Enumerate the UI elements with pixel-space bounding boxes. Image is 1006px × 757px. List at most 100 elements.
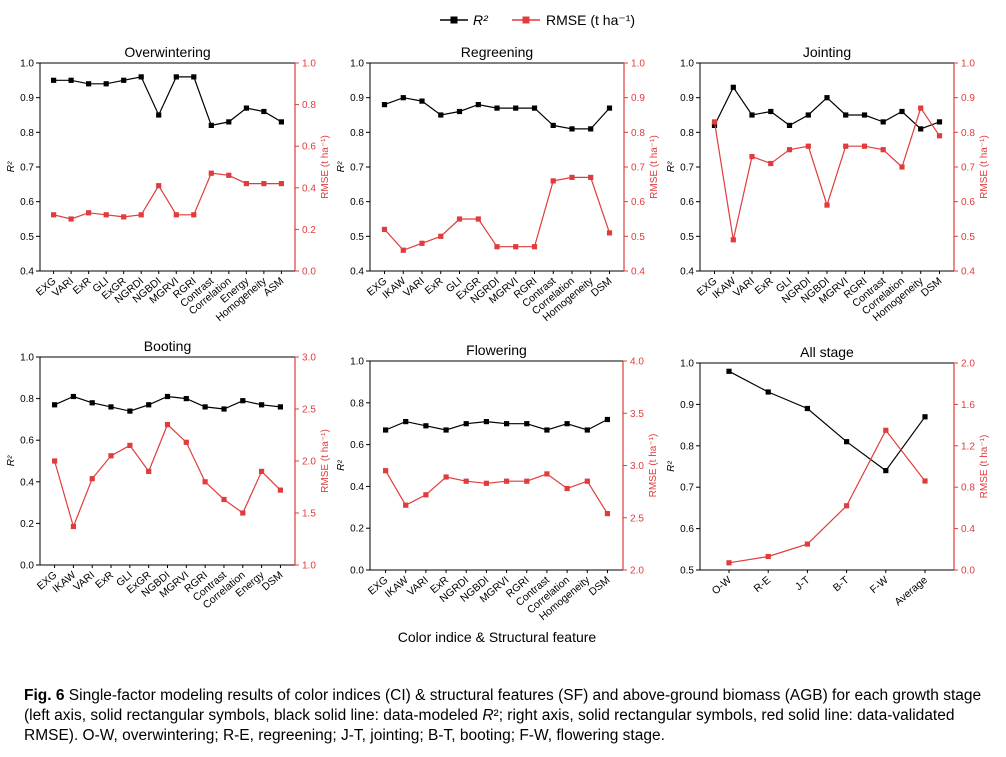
rmse-point [475, 216, 481, 222]
right-tick-label: 2.5 [302, 405, 316, 416]
rmse-series-line [385, 470, 608, 514]
left-tick-label: 0.4 [680, 267, 694, 278]
rmse-point [261, 181, 267, 187]
rmse-point [456, 216, 463, 222]
rmse-point [584, 478, 590, 484]
r2-point [164, 393, 171, 400]
r2-point [564, 421, 570, 427]
rmse-point [108, 453, 114, 459]
legend-rmse-label: RMSE (t ha⁻¹) [546, 12, 635, 28]
r2-point [584, 427, 590, 433]
r2-point [419, 98, 425, 104]
left-tick-label: 0.6 [680, 524, 694, 535]
rmse-point [240, 510, 246, 516]
x-tick-label: DSM [260, 569, 286, 593]
left-tick-label: 0.4 [20, 477, 34, 488]
right-tick-label: 1.5 [302, 509, 316, 520]
rmse-point [419, 240, 425, 246]
right-tick-label: 0.9 [631, 93, 645, 104]
rmse-point [383, 468, 389, 474]
chart-title: Jointing [803, 44, 851, 60]
r2-point [768, 108, 774, 115]
x-tick-label: F-W [868, 574, 891, 596]
rmse-point [463, 478, 469, 484]
left-tick-label: 0.6 [350, 440, 364, 451]
r2-point [463, 421, 469, 427]
r2-point [843, 112, 849, 118]
r2-series-line [384, 97, 610, 130]
right-tick-label: 1.6 [961, 400, 975, 411]
rmse-point [138, 212, 144, 218]
rmse-point [786, 147, 793, 153]
right-tick-label: 0.6 [302, 142, 316, 153]
rmse-point [730, 237, 736, 243]
r2-point [403, 419, 409, 425]
left-tick-label: 0.4 [20, 267, 34, 278]
r2-point [588, 126, 594, 132]
r2-point [899, 108, 905, 115]
rmse-point [86, 210, 92, 216]
x-tick-label: DSM [589, 275, 615, 299]
chart-panel-2: Regreening 0.4 0.5 0.6 0.7 0.8 0.9 1.0 0.4 0.5 0.6… [336, 44, 660, 324]
left-tick-label: 1.0 [680, 59, 694, 70]
left-tick-label: 1.0 [350, 59, 364, 70]
r2-point [68, 77, 74, 83]
left-axis-label: R² [6, 161, 17, 172]
right-tick-label: 1.0 [302, 59, 316, 70]
plot-frame [699, 362, 955, 571]
right-tick-label: 0.0 [961, 566, 975, 577]
right-tick-label: 0.8 [631, 128, 645, 139]
right-axis-label: RMSE (t ha⁻¹) [979, 435, 990, 499]
rmse-point [89, 476, 95, 482]
r2-series-line [728, 370, 926, 472]
rmse-point [156, 183, 162, 189]
left-tick-label: 0.6 [350, 197, 364, 208]
caption-label: Fig. 6 [24, 687, 65, 704]
r2-point [278, 119, 284, 125]
rmse-point [226, 172, 232, 178]
right-axis-label: RMSE (t ha⁻¹) [320, 135, 331, 199]
rmse-point [550, 178, 556, 184]
r2-point [173, 74, 179, 80]
chart-title: Regreening [461, 44, 533, 60]
r2-point [226, 119, 232, 125]
r2-point [880, 119, 886, 125]
rmse-point [804, 541, 810, 547]
left-tick-label: 0.9 [20, 93, 34, 104]
r2-point [883, 468, 889, 474]
rmse-point [277, 487, 283, 493]
r2-point [86, 81, 92, 87]
r2-point [918, 126, 924, 132]
r2-point [531, 105, 538, 111]
r2-point [824, 95, 830, 101]
right-tick-label: 0.8 [302, 100, 316, 111]
r2-point [383, 427, 389, 433]
right-tick-label: 1.0 [302, 561, 316, 572]
r2-point [208, 122, 214, 128]
rmse-point [588, 174, 594, 180]
rmse-point [278, 181, 284, 187]
rmse-point [202, 479, 208, 485]
plot-frame [39, 62, 296, 272]
left-tick-label: 0.8 [20, 394, 34, 405]
figure-caption: Fig. 6 Single-factor modeling results of… [24, 686, 989, 746]
r2-point [443, 427, 449, 433]
rmse-point [824, 202, 830, 208]
rmse-point [936, 133, 943, 139]
rmse-point [400, 247, 406, 253]
r2-point [221, 406, 227, 412]
r2-point [261, 108, 267, 115]
rmse-point [531, 244, 538, 250]
rmse-point [183, 439, 189, 445]
right-tick-label: 3.5 [630, 409, 644, 420]
rmse-point [438, 233, 444, 239]
r2-point [51, 77, 57, 83]
rmse-point [861, 143, 868, 149]
left-tick-label: 0.8 [20, 128, 34, 139]
r2-point [544, 427, 550, 433]
left-tick-label: 1.0 [20, 353, 34, 364]
r2-series-line [385, 418, 608, 431]
left-axis-label: R² [666, 461, 677, 472]
right-tick-label: 0.0 [302, 267, 316, 278]
right-axis-label: RMSE (t ha⁻¹) [648, 434, 659, 498]
